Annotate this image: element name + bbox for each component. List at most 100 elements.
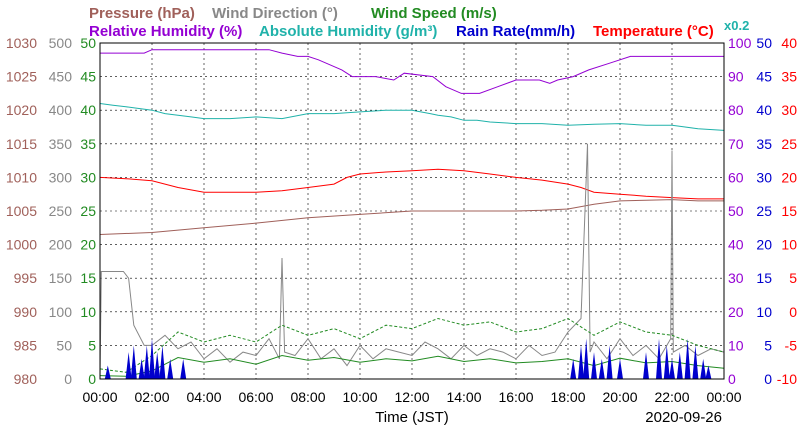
rain-rate-bar	[159, 345, 166, 379]
y-tick-label-wind-speed: 30	[80, 169, 96, 185]
y-tick-label-pressure: 1005	[6, 203, 37, 219]
y-tick-label-pressure: 985	[14, 337, 38, 353]
y-tick-label-humidity: 20	[728, 304, 744, 320]
y-tick-label-temperature: 30	[781, 102, 797, 118]
x-tick-label: 12:00	[394, 389, 429, 405]
y-tick-label-rain-rate: 20	[756, 237, 772, 253]
rain-rate-bar	[663, 345, 670, 379]
y-tick-label-rain-rate: 5	[764, 337, 772, 353]
y-tick-label-temperature: 40	[781, 35, 797, 51]
rain-rate-bar	[143, 345, 150, 379]
rain-rate-bar	[180, 358, 187, 379]
rain-rate-bar	[692, 345, 699, 379]
rain-rate-bar	[617, 358, 623, 379]
rain-rate-bar	[700, 358, 707, 379]
rain-rate-bar	[705, 365, 712, 379]
y-tick-label-humidity: 30	[728, 270, 744, 286]
series-line-humidity	[99, 103, 725, 131]
x-tick-label: 00:00	[82, 389, 117, 405]
legend-temperature: Temperature (°C)	[593, 23, 714, 40]
y-tick-label-humidity: 70	[728, 136, 744, 152]
y-tick-label-temperature: 0	[789, 304, 797, 320]
y-tick-label-temperature: 5	[789, 270, 797, 286]
x-tick-label: 04:00	[186, 389, 221, 405]
series-line-pressure	[99, 199, 724, 235]
rain-rate-bar	[684, 338, 691, 379]
rain-rate-bar	[149, 338, 155, 379]
y-tick-label-humidity: 40	[728, 237, 744, 253]
y-tick-label-rain-rate: 10	[756, 304, 772, 320]
x-tick-label: 06:00	[238, 389, 273, 405]
x-tick-label: 18:00	[550, 389, 585, 405]
y-tick-label-humidity: 100	[728, 35, 752, 51]
legend-rain-rate: Rain Rate(mm/h)	[456, 23, 575, 40]
y-tick-label-temperature: -5	[785, 337, 798, 353]
x-tick-label: 16:00	[498, 389, 533, 405]
x-tick-label: 08:00	[290, 389, 325, 405]
y-tick-label-wind-direction: 200	[49, 237, 73, 253]
x-tick-label: 02:00	[134, 389, 169, 405]
y-tick-label-rain-rate: 25	[756, 203, 772, 219]
y-tick-label-wind-direction: 300	[49, 169, 73, 185]
y-tick-label-wind-speed: 25	[80, 203, 96, 219]
y-tick-label-rain-rate: 45	[756, 69, 772, 85]
rain-rate-bar	[125, 352, 132, 379]
legend-x0-2: x0.2	[724, 18, 749, 33]
y-tick-label-wind-speed: 5	[88, 337, 96, 353]
legend-absolute-humidity: Absolute Humidity (g/m³)	[259, 23, 437, 40]
y-tick-label-wind-speed: 35	[80, 136, 96, 152]
rain-rate-bar	[676, 352, 683, 379]
y-tick-label-temperature: -10	[777, 371, 797, 387]
x-tick-label: 00:00	[706, 389, 741, 405]
y-tick-label-rain-rate: 0	[764, 371, 772, 387]
y-tick-label-pressure: 1030	[6, 35, 37, 51]
y-tick-label-wind-speed: 40	[80, 102, 96, 118]
x-tick-label: 10:00	[342, 389, 377, 405]
rain-rate-bar	[167, 358, 174, 379]
y-tick-label-wind-speed: 45	[80, 69, 96, 85]
legend-wind-direction: Wind Direction (°)	[212, 5, 338, 22]
y-tick-label-pressure: 1015	[6, 136, 37, 152]
rain-rate-bar	[104, 365, 111, 379]
legend-wind-speed: Wind Speed (m/s)	[371, 5, 497, 22]
y-tick-label-wind-direction: 400	[49, 102, 73, 118]
y-tick-label-wind-direction: 50	[56, 337, 72, 353]
rain-rate-bar	[578, 345, 584, 379]
legend: Pressure (hPa) Wind Direction (°) Wind S…	[89, 5, 749, 40]
y-tick-label-rain-rate: 50	[756, 35, 772, 51]
series-line-wind-speed-gust	[99, 317, 725, 373]
rain-rate-bar	[598, 358, 605, 379]
y-tick-label-temperature: 25	[781, 136, 797, 152]
y-tick-label-rain-rate: 40	[756, 102, 772, 118]
series-line-humidity	[100, 49, 724, 94]
y-tick-label-rain-rate: 35	[756, 136, 772, 152]
series-line-wind-direction	[99, 143, 725, 380]
x-tick-label: 14:00	[446, 389, 481, 405]
y-tick-label-humidity: 10	[728, 337, 744, 353]
rain-rate-bar	[606, 345, 613, 379]
rain-rate-bar	[130, 345, 137, 379]
y-tick-label-pressure: 1025	[6, 69, 37, 85]
x-tick-label: 22:00	[654, 389, 689, 405]
y-tick-label-humidity: 60	[728, 169, 744, 185]
y-tick-label-temperature: 15	[781, 203, 797, 219]
legend-pressure: Pressure (hPa)	[89, 5, 195, 22]
y-tick-label-wind-speed: 50	[80, 35, 96, 51]
y-tick-label-rain-rate: 15	[756, 270, 772, 286]
y-tick-label-humidity: 90	[728, 69, 744, 85]
y-tick-label-wind-direction: 450	[49, 69, 73, 85]
y-tick-label-pressure: 995	[14, 270, 38, 286]
x-axis-label: Time (JST)	[375, 409, 449, 426]
rain-rate-bar	[669, 358, 675, 379]
grid	[100, 43, 724, 379]
axis-ticks: 00:00 02:00 04:00 06:00 08:00 10:00 12:00 14:00…	[6, 35, 797, 405]
y-tick-label-wind-direction: 350	[49, 136, 73, 152]
y-tick-label-pressure: 1010	[6, 169, 37, 185]
rain-rate-bar	[138, 358, 145, 379]
series-line-temperature	[99, 168, 724, 200]
y-tick-label-pressure: 990	[14, 304, 38, 320]
series-line-wind-speed	[99, 354, 725, 377]
y-tick-label-temperature: 20	[781, 169, 797, 185]
x-tick-label: 20:00	[602, 389, 637, 405]
